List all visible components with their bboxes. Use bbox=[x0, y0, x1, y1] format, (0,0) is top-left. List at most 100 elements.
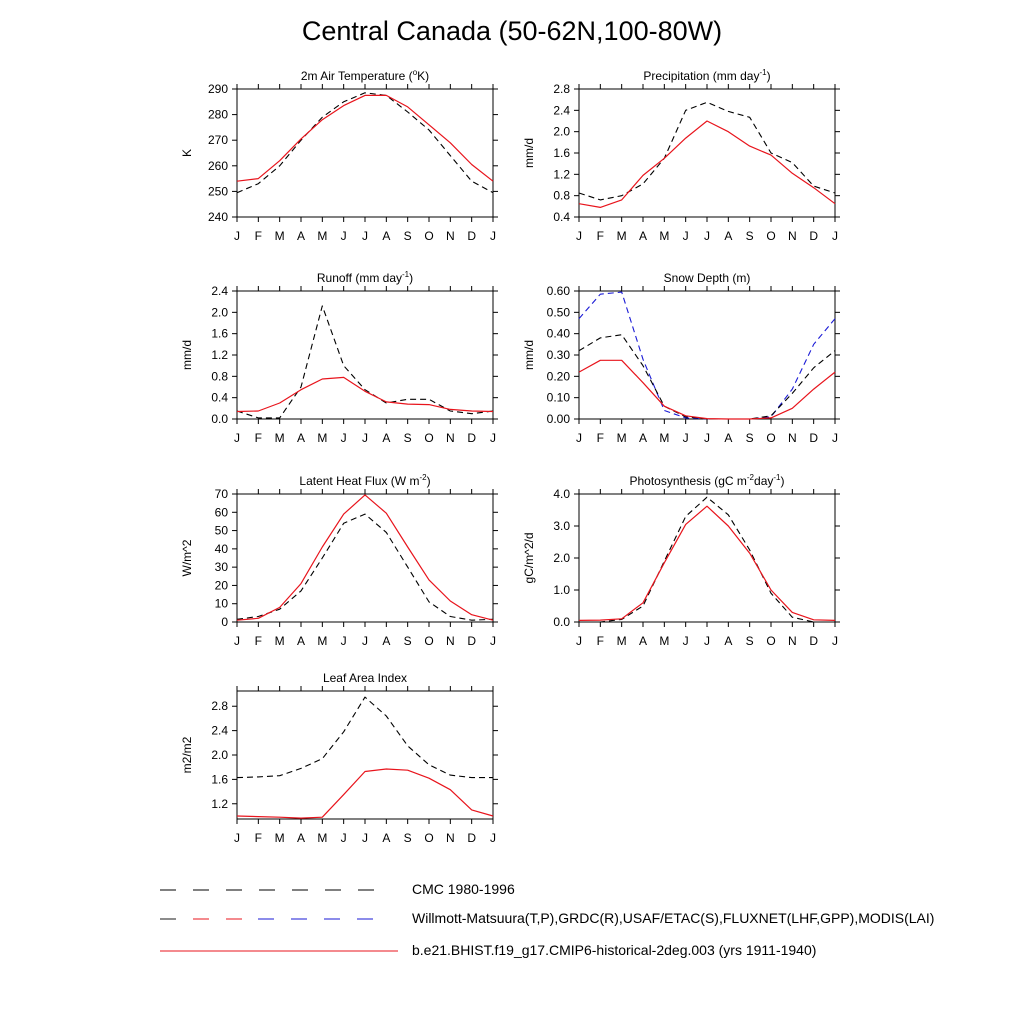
plot-frame bbox=[578, 493, 836, 623]
y-tick-label: 0.60 bbox=[547, 284, 571, 298]
series-model-line bbox=[236, 376, 494, 413]
x-tick-label: M bbox=[617, 634, 627, 648]
x-tick-label: J bbox=[362, 831, 368, 845]
panel-runoff: Runoff (mm day-1)J F M A M J J A S O N D J0.00.40.81… bbox=[180, 270, 498, 445]
y-tick-label: 280 bbox=[208, 108, 228, 122]
y-tick-label: 0.0 bbox=[211, 412, 228, 426]
x-tick-label: J bbox=[576, 431, 582, 445]
x-tick-label: O bbox=[424, 634, 433, 648]
x-tick-label: N bbox=[446, 831, 455, 845]
x-tick-label: J bbox=[576, 634, 582, 648]
x-tick-label: A bbox=[639, 431, 647, 445]
x-tick-label: A bbox=[724, 431, 732, 445]
x-tick-label: M bbox=[617, 431, 627, 445]
x-tick-label: M bbox=[659, 229, 669, 243]
legend-label-obs: Willmott-Matsuura(T,P),GRDC(R),USAF/ETAC… bbox=[412, 910, 935, 926]
y-tick-label: 2.4 bbox=[211, 724, 228, 738]
y-axis-label: mm/d bbox=[522, 340, 536, 370]
x-tick-label: F bbox=[255, 431, 262, 445]
x-tick-label: M bbox=[659, 634, 669, 648]
panel-latent-heat-flux: Latent Heat Flux (W m-2)J F M A M J J A S O N D J010… bbox=[180, 473, 498, 648]
x-tick-label: O bbox=[766, 431, 775, 445]
y-tick-label: 0.0 bbox=[553, 615, 570, 629]
x-tick-label: J bbox=[490, 634, 496, 648]
y-tick-label: 2.4 bbox=[211, 284, 228, 298]
x-tick-label: S bbox=[746, 431, 754, 445]
title-part: Leaf Area Index bbox=[323, 671, 407, 685]
y-tick-label: 2.4 bbox=[553, 103, 570, 117]
title-part: -2 bbox=[419, 473, 427, 482]
x-tick-label: S bbox=[404, 229, 412, 243]
x-tick-label: J bbox=[362, 634, 368, 648]
y-tick-label: 1.2 bbox=[211, 348, 228, 362]
x-tick-label: S bbox=[404, 634, 412, 648]
y-axis-label: mm/d bbox=[522, 138, 536, 168]
x-tick-label: F bbox=[255, 229, 262, 243]
x-tick-label: D bbox=[467, 831, 476, 845]
series-obs1-line bbox=[236, 696, 493, 779]
x-tick-label: A bbox=[297, 634, 305, 648]
series-obs1-line bbox=[578, 334, 836, 420]
x-tick-label: J bbox=[234, 634, 240, 648]
x-tick-label: F bbox=[597, 431, 604, 445]
title-part: -1 bbox=[759, 68, 767, 77]
x-tick-label: J bbox=[832, 634, 838, 648]
y-axis-label: m2/m2 bbox=[180, 736, 194, 773]
y-tick-label: 0.00 bbox=[547, 412, 571, 426]
legend-swatch-obs bbox=[160, 918, 388, 920]
series-obs1-line bbox=[236, 513, 494, 621]
x-tick-label: J bbox=[832, 431, 838, 445]
x-tick-label: J bbox=[341, 634, 347, 648]
x-tick-label: J bbox=[341, 229, 347, 243]
x-tick-label: J bbox=[341, 431, 347, 445]
y-tick-label: 2.0 bbox=[211, 305, 228, 319]
x-tick-label: M bbox=[275, 229, 285, 243]
x-tick-label: A bbox=[382, 229, 390, 243]
x-tick-label: J bbox=[704, 431, 710, 445]
y-tick-label: 270 bbox=[208, 133, 228, 147]
y-tick-label: 3.0 bbox=[553, 519, 570, 533]
series-obs1-line bbox=[236, 305, 494, 419]
x-tick-label: O bbox=[424, 229, 433, 243]
x-tick-label: N bbox=[788, 229, 797, 243]
title-part: Photosynthesis (gC m bbox=[630, 474, 747, 488]
panel-air-temperature: 2m Air Temperature (oK)J F M A M J J A S O N D J2402… bbox=[180, 68, 498, 243]
title-part: -2 bbox=[747, 473, 755, 482]
x-tick-label: M bbox=[659, 431, 669, 445]
legend-swatch-cmc bbox=[160, 889, 388, 891]
x-tick-label: J bbox=[832, 229, 838, 243]
x-tick-label: D bbox=[809, 634, 818, 648]
series-model-line bbox=[578, 359, 836, 420]
panel-snow-depth: Snow Depth (m)J F M A M J J A S O N D J0.000.100.200… bbox=[522, 271, 840, 445]
x-tick-label: M bbox=[275, 634, 285, 648]
x-tick-label: D bbox=[809, 431, 818, 445]
series-model-line bbox=[578, 120, 836, 208]
y-tick-label: 240 bbox=[208, 210, 228, 224]
x-tick-label: O bbox=[766, 634, 775, 648]
y-tick-label: 2.0 bbox=[553, 551, 570, 565]
title-part: Runoff (mm day bbox=[317, 271, 402, 285]
main-title: Central Canada (50-62N,100-80W) bbox=[301, 16, 723, 46]
x-tick-label: D bbox=[467, 634, 476, 648]
panel-title-precipitation: Precipitation (mm day-1) bbox=[643, 68, 770, 83]
title-part: ) bbox=[427, 474, 431, 488]
title-part: ) bbox=[409, 271, 413, 285]
x-tick-label: S bbox=[404, 831, 412, 845]
title-part: ) bbox=[781, 474, 785, 488]
x-tick-label: N bbox=[788, 431, 797, 445]
y-tick-label: 0.50 bbox=[547, 305, 571, 319]
legend-label-cmc: CMC 1980-1996 bbox=[412, 881, 515, 897]
plot-frame bbox=[236, 690, 494, 820]
x-tick-label: N bbox=[446, 431, 455, 445]
y-tick-label: 0.8 bbox=[211, 369, 228, 383]
y-tick-label: 0.40 bbox=[547, 327, 571, 341]
x-tick-label: O bbox=[424, 431, 433, 445]
title-part: -1 bbox=[773, 473, 781, 482]
title-part: Precipitation (mm day bbox=[643, 69, 759, 83]
x-tick-label: J bbox=[490, 229, 496, 243]
panel-title-air-temperature: 2m Air Temperature (oK) bbox=[301, 68, 429, 83]
plot-frame bbox=[236, 290, 494, 420]
y-axis-label: mm/d bbox=[180, 340, 194, 370]
x-tick-label: A bbox=[382, 634, 390, 648]
